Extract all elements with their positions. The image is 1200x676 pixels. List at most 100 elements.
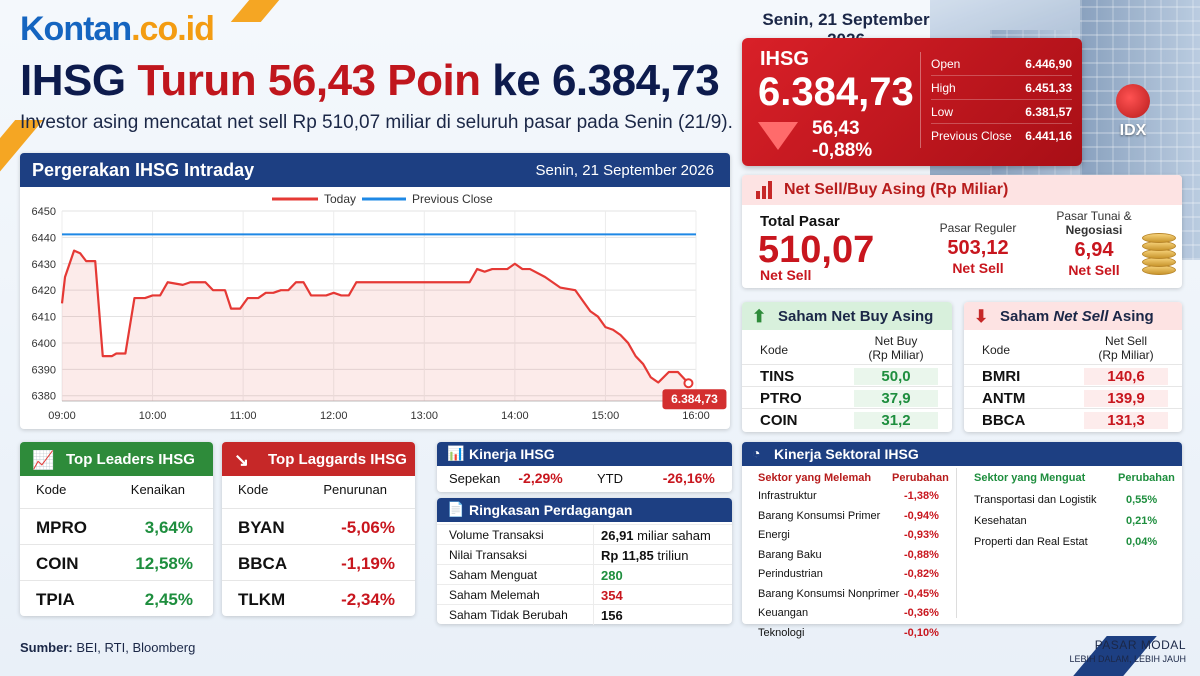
stat-value: 6.451,33 [1025,81,1072,95]
ringkasan-value: 26,91 miliar saham [601,528,711,543]
idx-logo: IDX [1110,84,1156,154]
trend-down-icon: ↘ [234,450,250,470]
row-kode: COIN [36,554,79,573]
sektor-melemah-row: Perindustrian -0,82% [758,568,948,586]
x-tick-label: 11:00 [230,410,257,422]
y-tick-label: 6380 [32,391,56,403]
ytd-label: YTD [597,471,623,486]
leaders-header: 📈 Top Leaders IHSG [20,442,213,476]
ihsg-label: IHSG [760,48,809,70]
y-tick-label: 6400 [32,338,56,350]
stat-label: Low [931,105,954,119]
table-row: COIN 12,58% [20,544,213,580]
logo-name: Kontan [20,10,132,48]
y-tick-label: 6440 [32,232,56,244]
today-line [60,249,690,384]
melemah-col: Perubahan [892,472,949,484]
footer-line1: PASAR MODAL [1094,638,1186,652]
title-prefix: IHSG [20,56,126,105]
net-sell-title-prefix: Saham [1000,308,1050,325]
top-laggards-panel: ↘ Top Laggards IHSG Kode Penurunan BYAN -… [222,442,415,616]
net-sell-title: Saham Net Sell Asing [1000,308,1154,325]
sektor-value: -0,88% [904,548,939,561]
kinerja-header: 📊 Kinerja IHSG [437,442,732,466]
leaders-title: Top Leaders IHSG [66,451,195,468]
chart-date: Senin, 21 September 2026 [535,162,714,179]
y-tick-label: 6390 [32,364,56,376]
row-value: -5,06% [341,518,395,537]
row-kode: BBCA [238,554,288,573]
net-asing-header: Net Sell/Buy Asing (Rp Miliar) [742,175,1182,205]
stat-label: Previous Close [931,129,1012,143]
sektor-value: -0,45% [904,587,939,600]
col-kode: Kode [982,343,1011,357]
last-point-marker [683,378,694,389]
sektor-menguat-row: Kesehatan 0,21% [974,515,1174,533]
col-kode: Kode [760,343,789,357]
stat-label: High [931,81,956,95]
net-sell-title-em: Net Sell [1053,308,1109,325]
x-tick-label: 12:00 [320,410,348,422]
sektor-melemah-row: Teknologi -0,10% [758,627,948,645]
sektor-menguat-row: Transportasi dan Logistik 0,55% [974,494,1174,512]
sektoral-header: ◔ Kinerja Sektoral IHSG [742,442,1182,466]
net-sell-table: ⬇ Saham Net Sell Asing Kode Net Sell (Rp … [964,302,1182,432]
row-kode: MPRO [36,518,87,537]
ytd-value: -26,16% [662,470,715,486]
table-row: BMRI 140,6 [964,364,1182,386]
page-title: IHSG Turun 56,43 Poin ke 6.384,73 [20,56,720,106]
page-subtitle: Investor asing mencatat net sell Rp 510,… [20,112,733,133]
col-value: Net Buy (Rp Miliar) [854,334,938,362]
sektor-value: -1,38% [904,490,939,502]
net-buy-header: ⬆ Saham Net Buy Asing [742,302,952,330]
col-kode: Kode [36,482,67,497]
idx-logo-text: IDX [1119,122,1147,139]
sektor-value: 0,55% [1126,494,1158,506]
table-row: BBCA -1,19% [222,544,415,580]
logo-domain: .co.id [131,10,215,48]
stat-row: Open 6.446,90 [931,52,1072,76]
table-row: BBCA 131,3 [964,408,1182,430]
sektor-name: Properti dan Real Estat [974,536,1088,548]
stat-value: 6.381,57 [1025,105,1072,119]
table-row: BYAN -5,06% [222,508,415,544]
col-value-line1: Net Sell [1104,334,1148,348]
x-tick-label: 10:00 [139,410,167,422]
net-buy-columns: Kode Net Buy (Rp Miliar) [742,334,952,364]
col-value: Penurunan [323,482,387,497]
total-pasar-label: Total Pasar [760,213,840,230]
x-tick-label: 13:00 [411,410,439,422]
sektor-melemah-row: Barang Konsumsi Nonprimer -0,45% [758,588,948,606]
sektoral-divider [956,468,957,618]
row-value: 3,64% [144,518,193,537]
ringkasan-row: Saham Menguat 280 [437,564,732,585]
ihsg-summary-card: IHSG 6.384,73 56,43 -0,88% Open 6.446,90 … [742,38,1082,166]
ringkasan-value: 156 [601,608,623,623]
col-value: Net Sell (Rp Miliar) [1084,334,1168,362]
col-value-line2: (Rp Miliar) [868,348,924,362]
ringkasan-value-main: Rp 11,85 [601,548,654,563]
ringkasan-value-main: 280 [601,568,623,583]
row-kode: COIN [760,412,798,429]
last-value-label: 6.384,73 [671,392,718,406]
ringkasan-value-main: 354 [601,588,623,603]
ringkasan-title: Ringkasan Perdagangan [469,502,633,518]
row-value: 140,6 [1084,368,1168,385]
ringkasan-value: 354 [601,588,623,603]
net-sell-header: ⬇ Saham Net Sell Asing [964,302,1182,330]
pie-chart-icon: ◔ [752,445,761,461]
ringkasan-value: 280 [601,568,623,583]
up-arrow-icon: ⬆ [752,307,767,326]
kontan-logo[interactable]: Kontan.co.id [20,10,215,49]
top-leaders-panel: 📈 Top Leaders IHSG Kode Kenaikan MPRO 3,6… [20,442,213,616]
source-label: Sumber: [20,640,73,655]
row-kode: TPIA [36,590,75,609]
ringkasan-header: 📄 Ringkasan Perdagangan [437,498,732,522]
sektor-name: Barang Konsumsi Nonprimer [758,587,900,600]
legend-today-label: Today [324,192,356,206]
sektor-name: Infrastruktur [758,490,817,502]
sektoral-panel: ◔ Kinerja Sektoral IHSG Sektor yang Mele… [742,442,1182,639]
col-kode: Kode [238,482,269,497]
trend-up-icon: 📈 [32,450,55,470]
ringkasan-value-rest: miliar saham [633,528,711,543]
